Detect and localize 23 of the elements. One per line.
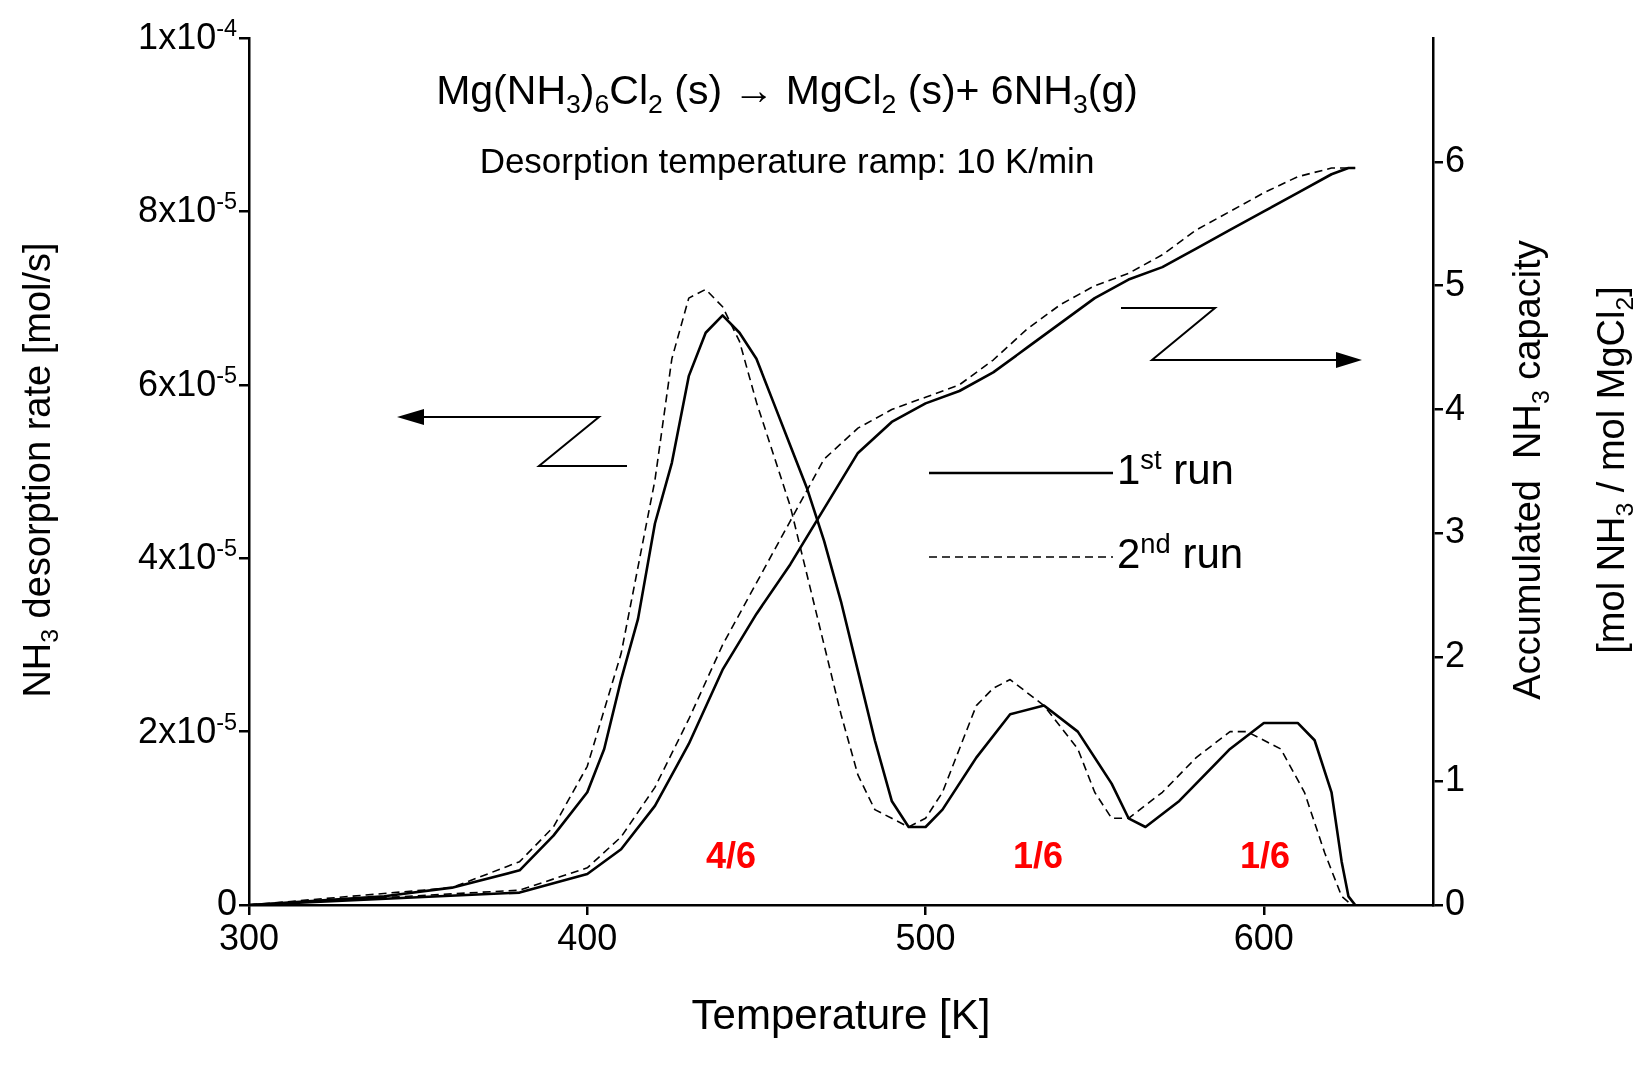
y-tick-label: 8x10$^{-5}$ (138, 188, 237, 231)
y-tick-label: 6x10$^{-5}$ (138, 361, 237, 404)
y2-tick-label: 5 (1445, 262, 1466, 304)
y2-tick-label: 2 (1445, 634, 1466, 676)
y2-tick-label: 6 (1445, 139, 1466, 181)
y2-tick-label: 1 (1445, 758, 1466, 800)
y-tick-label: 1x10$^{-4}$ (138, 14, 237, 57)
annotation: 4/6 (705, 834, 757, 876)
y-tick-label: 2x10$^{-5}$ (138, 708, 237, 751)
text: Desorption temperature ramp: 10 K/min (479, 141, 1095, 181)
x-axis-title: Temperature [K] (691, 990, 991, 1039)
x-tick-label: 400 (557, 916, 618, 958)
y2-tick-label: 4 (1445, 386, 1466, 428)
legend-label: 2$^{nd}$ run (1117, 528, 1244, 577)
y-tick-label: 4x10$^{-5}$ (138, 534, 237, 577)
chart-title: Mg(NH$_{3}$)$_{6}$Cl$_{2}$ (s) → MgCl$_{2}$ (s)+ 6NH$_{3}$(g) (436, 67, 1138, 120)
annotation: 1/6 (1012, 834, 1064, 876)
y2-tick-label: 3 (1445, 510, 1466, 552)
legend-label: 1$^{st}$ run (1117, 444, 1234, 493)
y2-tick-label: 0 (1445, 882, 1466, 924)
x-tick-label: 600 (1233, 916, 1294, 958)
annotation: 1/6 (1239, 834, 1291, 876)
x-tick-label: 500 (895, 916, 956, 958)
